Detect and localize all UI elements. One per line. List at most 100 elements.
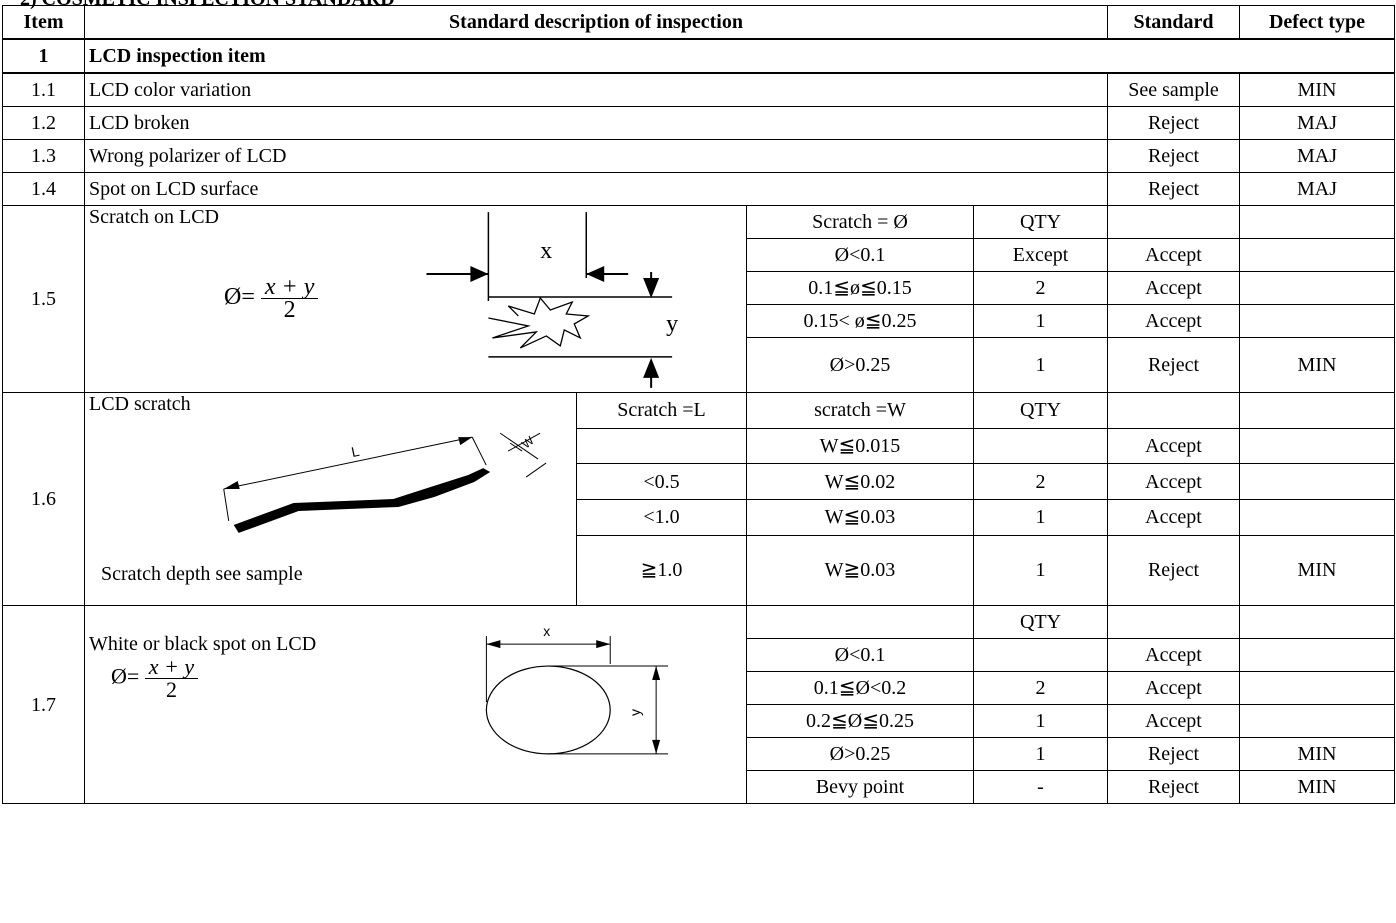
condition-cell: Ø>0.25: [746, 337, 974, 393]
table-row: <0.5 W≦0.02 2 Accept: [3, 463, 1395, 501]
standard-cell: See sample: [1107, 72, 1240, 107]
table-row: 1.1 LCD color variation See sample MIN: [2, 72, 1395, 107]
item-description: Spot on LCD surface: [84, 172, 1108, 206]
qty-cell: 1: [973, 737, 1108, 771]
condition-cell: Ø>0.25: [746, 737, 974, 771]
qty-cell: 1: [973, 337, 1108, 393]
spot-1-7-formula: Ø= x + y 2: [111, 656, 199, 702]
table-row: Ø<0.1 Accept: [3, 638, 1395, 672]
table-row: 0.2≦Ø≦0.25 1 Accept: [3, 704, 1395, 738]
standard-cell: Accept: [1107, 463, 1240, 501]
qty-header: QTY: [973, 392, 1108, 429]
defect-cell: [1239, 499, 1395, 536]
qty-cell: -: [973, 770, 1108, 804]
defect-cell: MAJ: [1239, 106, 1395, 140]
formula-denominator: 2: [165, 677, 177, 702]
table-row: Bevy point - Reject MIN: [3, 770, 1395, 804]
defect-cell: MIN: [1239, 770, 1395, 804]
col-header: Scratch = Ø: [746, 205, 974, 239]
condition-cell: 0.1≦Ø<0.2: [746, 671, 974, 705]
header-row: Item Standard description of inspection …: [2, 5, 1395, 40]
item-number: 1.6: [2, 392, 85, 606]
defect-cell: MAJ: [1239, 139, 1395, 173]
standard-cell: Reject: [1107, 106, 1240, 140]
table-row: 1.6 LCD scratch L W Scra: [2, 392, 1395, 606]
standard-cell: Accept: [1107, 638, 1240, 672]
table-row: 0.15< ø≦0.25 1 Accept: [3, 304, 1395, 338]
qty-cell: [973, 427, 1108, 465]
condition-cell: [746, 605, 974, 639]
qty-cell: [973, 638, 1108, 672]
formula-numerator: x + y: [260, 275, 319, 299]
spot-1-7-diagram: x y: [485, 623, 669, 755]
standard-cell: [1107, 392, 1240, 429]
scratch-1-5-title: Scratch on LCD: [89, 206, 219, 228]
group-title: LCD inspection item: [84, 38, 1395, 74]
formula-lhs: Ø=: [224, 284, 255, 311]
formula-numerator: x + y: [144, 656, 199, 679]
defect-cell: [1239, 392, 1395, 429]
scratch-1-5-diagram: x y: [426, 212, 678, 388]
defect-cell: [1239, 463, 1395, 501]
defect-cell: [1239, 638, 1395, 672]
table-row: ≧1.0 W≧0.03 1 Reject MIN: [3, 534, 1395, 607]
qty-cell: 2: [973, 271, 1108, 305]
defect-cell: [1239, 427, 1395, 465]
width-cell: W≦0.015: [746, 427, 974, 465]
defect-cell: MIN: [1239, 337, 1395, 393]
standard-cell: [1107, 205, 1240, 239]
fig-x-label: x: [543, 623, 550, 639]
qty-cell: 1: [973, 534, 1108, 607]
scratch-1-5-formula: Ø= x + y 2: [224, 275, 319, 323]
defect-cell: [1239, 671, 1395, 705]
length-cell: ≧1.0: [576, 534, 747, 607]
fig-y-label: y: [627, 709, 643, 716]
scratch-1-5-description: Scratch on LCD Ø= x + y 2: [84, 205, 747, 393]
item-number: 1.2: [2, 106, 85, 140]
defect-cell: [1239, 605, 1395, 639]
defect-cell: [1239, 271, 1395, 305]
length-cell: [576, 427, 747, 465]
table-row: 0.1≦ø≦0.15 2 Accept: [3, 271, 1395, 305]
scratch-1-6-title: LCD scratch: [89, 393, 191, 415]
item-description: LCD color variation: [84, 72, 1108, 107]
spot-1-7-title: White or black spot on LCD: [89, 633, 317, 655]
fig-y-label: y: [666, 311, 678, 337]
condition-cell: Bevy point: [746, 770, 974, 804]
standard-cell: Accept: [1107, 671, 1240, 705]
table-row: 1.5 Scratch on LCD Ø= x + y 2: [2, 205, 1395, 393]
qty-cell: 1: [973, 704, 1108, 738]
defect-cell: [1239, 205, 1395, 239]
standard-cell: Reject: [1107, 534, 1240, 607]
scratch-depth-note: Scratch depth see sample: [101, 563, 303, 585]
item-number: 1.3: [2, 139, 85, 173]
standard-cell: Reject: [1107, 337, 1240, 393]
item-description: Wrong polarizer of LCD: [84, 139, 1108, 173]
qty-cell: 1: [973, 499, 1108, 536]
fig-x-label: x: [540, 238, 552, 264]
defect-cell: [1239, 704, 1395, 738]
table-row: 1.2 LCD broken Reject MAJ: [2, 106, 1395, 140]
item-number: 1.1: [2, 72, 85, 107]
length-cell: <1.0: [576, 499, 747, 536]
header-item: Item: [2, 5, 85, 40]
standard-cell: Reject: [1107, 139, 1240, 173]
standard-cell: Reject: [1107, 172, 1240, 206]
condition-cell: Ø<0.1: [746, 238, 974, 272]
standard-cell: Accept: [1107, 704, 1240, 738]
fig-l-label: L: [350, 443, 361, 460]
condition-cell: 0.2≦Ø≦0.25: [746, 704, 974, 738]
table-row: 1.4 Spot on LCD surface Reject MAJ: [2, 172, 1395, 206]
defect-cell: [1239, 238, 1395, 272]
qty-cell: 2: [973, 463, 1108, 501]
scratch-1-6-diagram: L W: [223, 432, 547, 533]
condition-cell: Ø<0.1: [746, 638, 974, 672]
table-row: Ø>0.25 1 Reject MIN: [3, 337, 1395, 393]
width-cell: W≦0.03: [746, 499, 974, 536]
item-description: LCD broken: [84, 106, 1108, 140]
header-defect-type: Defect type: [1239, 5, 1395, 40]
formula-denominator: 2: [283, 297, 296, 323]
defect-cell: [1239, 304, 1395, 338]
group-number: 1: [2, 38, 85, 74]
spot-1-7-description: White or black spot on LCD Ø= x + y 2: [84, 605, 747, 804]
